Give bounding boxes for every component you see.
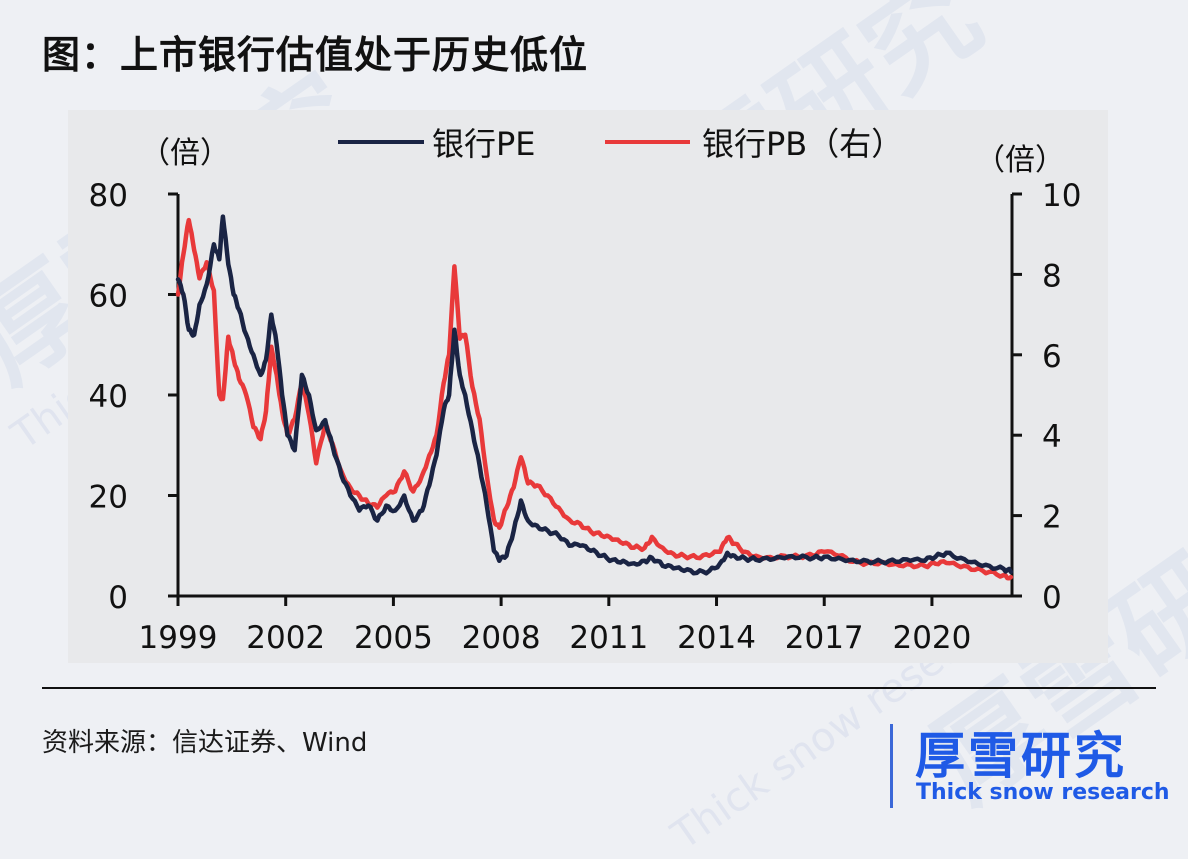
x-tick-label: 2002: [246, 620, 325, 656]
x-tick-label: 2005: [354, 620, 433, 656]
x-tick-label: 2008: [462, 620, 541, 656]
right-tick-label: 10: [1042, 178, 1081, 214]
left-tick-label: 60: [89, 279, 128, 315]
x-tick-label: 1999: [139, 620, 218, 656]
line-chart: 银行PE 银行PB（右） （倍） （倍） 0 20 40 60 80 0 2 4 6 8 10 199…: [89, 125, 1082, 656]
divider: [42, 687, 1156, 689]
brand-logo-en: Thick snow research: [916, 780, 1170, 805]
x-tick-label: 2011: [569, 620, 648, 656]
left-tick-label: 0: [108, 580, 128, 616]
chart-axes: 0 20 40 60 80 0 2 4 6 8 10 1999 2002 2005 2008 2011 2014…: [89, 178, 1082, 656]
left-tick-label: 40: [89, 379, 128, 415]
right-tick-label: 6: [1042, 339, 1062, 375]
x-tick-label: 2014: [677, 620, 756, 656]
x-tick-label: 2017: [785, 620, 864, 656]
legend-pe-label: 银行PE: [432, 125, 536, 163]
chart-legend: 银行PE 银行PB（右）: [338, 125, 903, 163]
x-tick-label: 2020: [892, 620, 971, 656]
right-tick-label: 4: [1042, 419, 1062, 455]
chart-series: [175, 214, 1014, 581]
brand-logo-cn: 厚雪研究: [915, 727, 1127, 785]
series-bank-pb-line: [175, 217, 1014, 581]
left-tick-label: 20: [89, 480, 128, 516]
brand-divider: [890, 724, 893, 808]
left-tick-label: 80: [89, 178, 128, 214]
left-axis-unit: （倍）: [140, 136, 230, 171]
source-note: 资料来源：信达证券、Wind: [42, 728, 368, 758]
right-tick-label: 0: [1042, 580, 1062, 616]
legend-pb-label: 银行PB（右）: [702, 125, 903, 163]
right-tick-label: 2: [1042, 500, 1062, 536]
right-tick-label: 8: [1042, 258, 1062, 294]
series-bank-pe-line: [175, 214, 1014, 576]
figure-title: 图：上市银行估值处于历史低位: [42, 33, 589, 77]
right-axis-unit: （倍）: [975, 143, 1065, 178]
